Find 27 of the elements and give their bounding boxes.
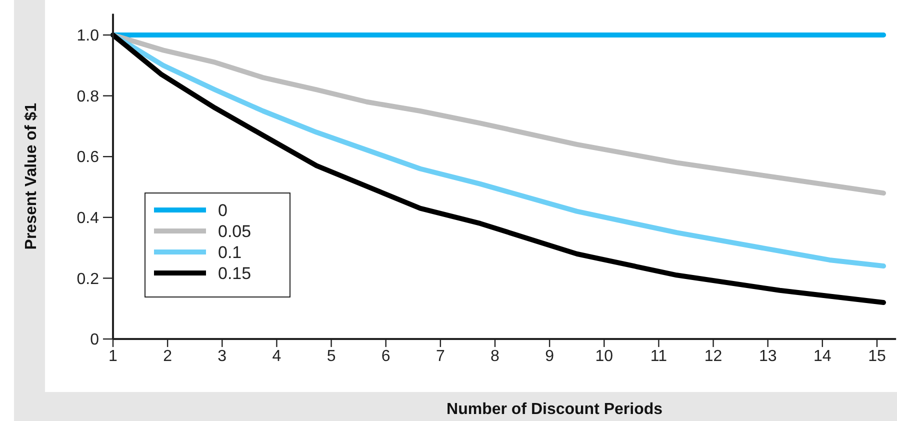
x-tick-label: 3 bbox=[218, 348, 227, 365]
x-tick-label: 2 bbox=[163, 348, 172, 365]
legend-label: 0.15 bbox=[218, 264, 252, 283]
x-tick-label: 4 bbox=[272, 348, 282, 365]
x-axis-title: Number of Discount Periods bbox=[446, 401, 663, 418]
y-axis-title: Present Value of $1 bbox=[23, 102, 40, 250]
legend-label: 0.05 bbox=[218, 222, 252, 241]
legend-label: 0.1 bbox=[218, 242, 242, 262]
y-tick-label: 0.8 bbox=[76, 88, 100, 106]
x-tick-label: 10 bbox=[595, 348, 614, 365]
y-tick-label: 1.0 bbox=[76, 28, 100, 45]
x-tick-label: 1 bbox=[108, 348, 118, 365]
x-tick-label: 12 bbox=[704, 348, 722, 365]
x-tick-label: 14 bbox=[814, 348, 832, 365]
y-tick-label: 0 bbox=[90, 332, 100, 349]
x-tick-label: 7 bbox=[436, 348, 445, 365]
x-tick-label: 9 bbox=[545, 348, 554, 365]
y-tick-label: 0.4 bbox=[76, 210, 100, 227]
x-tick-label: 11 bbox=[650, 348, 668, 365]
x-tick-label: 6 bbox=[381, 348, 390, 365]
x-tick-label: 13 bbox=[758, 348, 777, 365]
y-tick-label: 0.2 bbox=[76, 270, 100, 288]
x-tick-label: 8 bbox=[490, 348, 500, 365]
x-tick-label: 15 bbox=[868, 348, 886, 365]
y-tick-label: 0.6 bbox=[76, 149, 100, 166]
legend-label: 0 bbox=[218, 200, 228, 220]
x-tick-label: 5 bbox=[326, 348, 336, 365]
